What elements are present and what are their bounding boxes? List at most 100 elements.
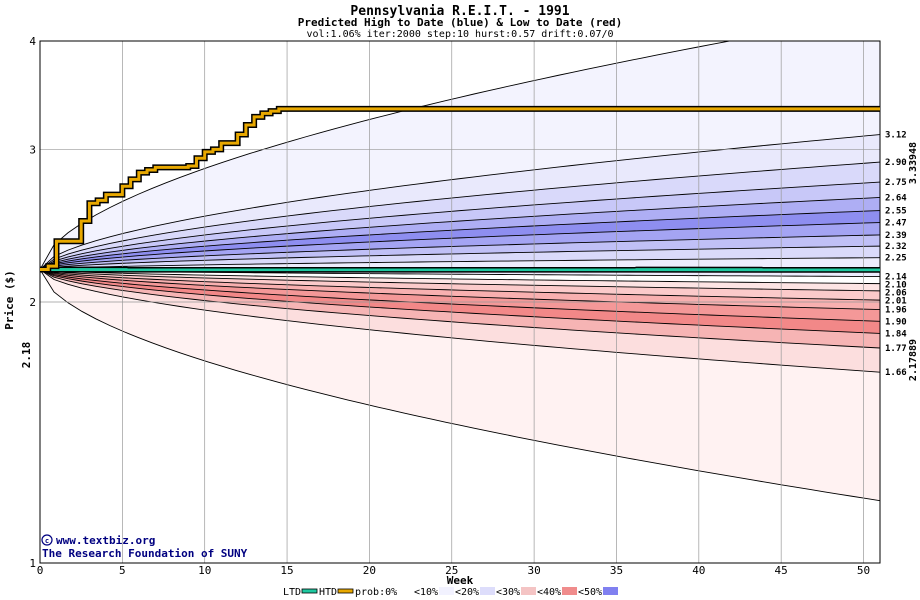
quantile-line [40,269,880,349]
quantile-line [40,161,880,270]
lower-band [40,269,880,501]
quantile-line [40,269,880,292]
quantile-end-label: 2.64 [885,193,907,203]
x-tick-label: 5 [119,564,126,577]
legend-label: HTD [319,587,337,598]
lower-band [40,269,880,349]
lower-band [40,269,880,310]
quantile-end-label: 2.10 [885,281,907,291]
quantile-end-label: 2.06 [885,289,907,299]
quantile-labels: 3.12 2.90 2.75 2.64 2.55 2.47 2.392.32 2.25 2.14… [885,131,907,379]
quantile-line [40,269,880,334]
chart-subtitle: Predicted High to Date (blue) & Low to D… [298,16,623,29]
quantile-line [40,245,880,270]
copyright-icon [41,534,53,546]
quantile-line [40,269,880,285]
x-tick-label: 20 [363,564,376,577]
y-tick-label: 3 [29,143,36,156]
plot-frame [39,40,881,564]
upper-band [40,41,880,270]
quantile-line [40,210,880,270]
quantile-line [40,269,880,301]
copyright-glyph: c [45,537,49,545]
grid-lines [39,40,881,564]
ltd-final-label: 2.17889 [908,339,919,381]
quantile-end-label: 2.75 [885,178,907,188]
quantile-line [40,41,732,270]
lower-band [40,269,880,291]
quantile-line [40,181,880,270]
legend-color-swatch [562,587,577,595]
quantile-end-label: 1.66 [885,368,907,378]
chart-params: vol:1.06% iter:2000 step:10 hurst:0.57 d… [306,29,613,40]
quantile-line [40,134,880,270]
htd-line [40,107,880,272]
credit-url: www.textbiz.org [56,534,155,547]
x-tick-label: 15 [280,564,293,577]
quantile-line [40,269,880,502]
start-price-label: 2.18 [20,342,33,369]
lower-band [40,269,880,301]
legend: LTD HTD prob:0% <10% <20% <30% <40% <50% [283,587,618,598]
upper-band [40,246,880,270]
quantile-line [40,269,880,311]
legend-color-swatch [521,587,536,595]
upper-band [40,197,880,270]
quantile-end-label: 2.01 [885,297,907,307]
x-tick-label: 45 [775,564,788,577]
quantile-end-label: 1.84 [885,329,907,339]
y-tick-label: 4 [29,35,36,48]
y-tick-label: 1 [29,557,36,570]
legend-color-swatch [439,587,454,595]
upper-band [40,134,880,270]
legend-color-swatch [398,587,413,595]
x-tick-label: 10 [198,564,211,577]
x-tick-label: 25 [445,564,458,577]
legend-label: <50% [578,587,602,598]
legend-color-swatch [603,587,618,595]
legend-line-swatch [301,588,318,594]
upper-band [40,210,880,270]
upper-band [40,182,880,270]
x-tick-label: 50 [857,564,870,577]
htd-final-label: 3.33948 [908,142,919,184]
quantile-end-label: 2.14 [885,273,907,283]
quantile-end-label: 2.32 [885,242,907,252]
quantile-line [40,257,880,270]
quantile-line [40,269,880,373]
upper-band [40,162,880,270]
quantile-end-label: 2.90 [885,158,907,168]
legend-label: <10% [414,587,438,598]
lower-band [40,269,880,322]
legend-label: <40% [537,587,561,598]
x-tick-label: 30 [527,564,540,577]
probability-bands [40,41,880,502]
lower-band [40,269,880,334]
quantile-end-label: 2.47 [885,219,907,229]
quantile-line [40,234,880,270]
legend-label: <30% [496,587,520,598]
x-tick-label: 40 [692,564,705,577]
axis-ticks: 0 5 10 15 20 25 30 35 40 45 50 1 2 3 4 [29,35,870,577]
legend-line-swatch [337,588,354,594]
legend-label: prob:0% [355,587,397,598]
quantile-line [40,197,880,270]
quantile-end-label: 2.39 [885,231,907,241]
legend-label: <20% [455,587,479,598]
quantile-end-label: 2.25 [885,254,907,264]
quantile-line [40,222,880,270]
x-tick-label: 0 [37,564,44,577]
quantile-end-label: 2.55 [885,207,907,217]
credits: c www.textbiz.org The Research Foundatio… [41,534,248,560]
quantile-line [40,269,880,322]
legend-label: LTD [283,587,301,598]
credit-org: The Research Foundation of SUNY [42,547,248,560]
x-axis-label: Week [447,574,474,587]
quantile-end-label: 1.90 [885,317,907,327]
quantile-end-label: 1.77 [885,344,907,354]
quantile-end-label: 1.96 [885,306,907,316]
x-tick-label: 35 [610,564,623,577]
quantile-end-label: 3.12 [885,131,907,141]
price-paths [40,105,880,273]
